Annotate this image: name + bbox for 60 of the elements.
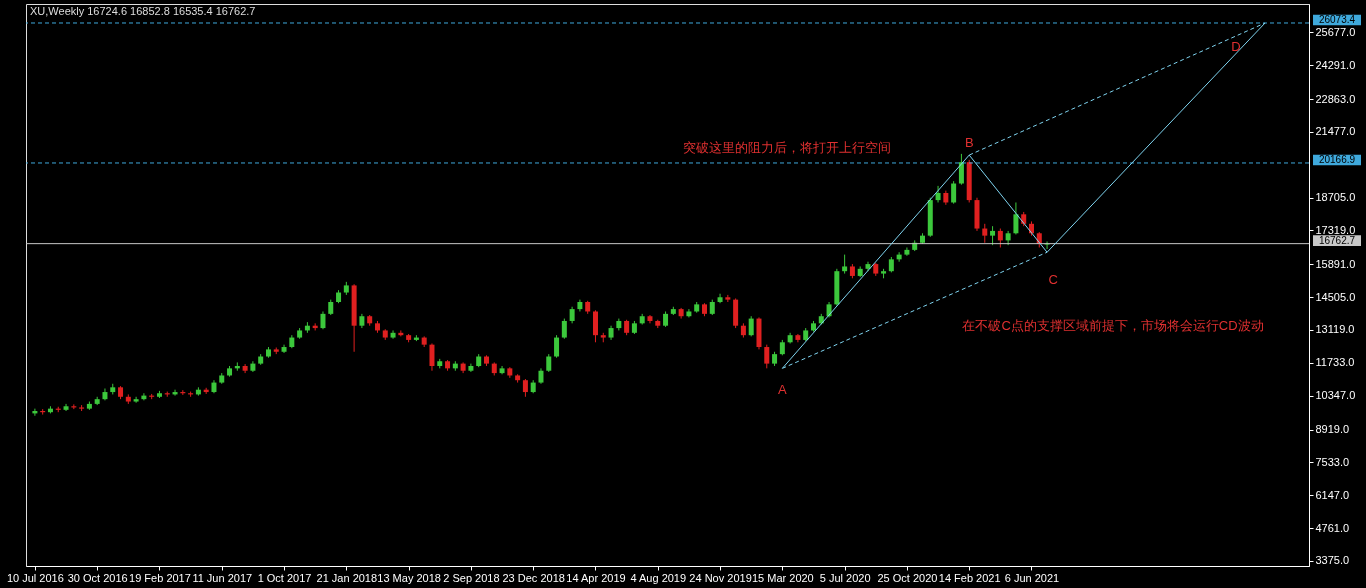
- annotation: D: [1231, 39, 1241, 54]
- candlestick: [561, 318, 567, 340]
- y-tick-label: 18705.0: [1315, 191, 1356, 204]
- x-tick-label: 13 May 2018: [377, 571, 441, 584]
- y-tick-label: 14505.0: [1315, 290, 1356, 303]
- x-tick-label: 25 Oct 2020: [877, 571, 938, 584]
- y-tick-label: 11733.0: [1315, 356, 1355, 369]
- y-tick-label: 21477.0: [1315, 125, 1356, 138]
- candlestick: [997, 228, 1003, 248]
- candlestick: [764, 344, 770, 369]
- candlestick: [951, 180, 957, 205]
- x-tick-label: 24 Nov 2019: [689, 571, 752, 584]
- annotation: 突破这里的阻力后，将打开上行空间: [683, 140, 891, 155]
- annotation: A: [778, 382, 788, 398]
- candlestick: [842, 254, 848, 275]
- candlestick: [1013, 201, 1019, 235]
- x-tick-label: 14 Feb 2021: [938, 571, 1001, 584]
- y-tick-label: 8919.0: [1315, 423, 1350, 436]
- x-tick-label: 23 Dec 2018: [502, 571, 565, 584]
- annotation: 在不破C点的支撑区域前提下，市场将会运行CD波动: [962, 318, 1264, 333]
- x-tick-label: 19 Feb 2017: [129, 571, 191, 584]
- x-tick-label: 6 Jun 2021: [1004, 571, 1060, 584]
- candlestick: [429, 342, 435, 372]
- y-tick-label: 17319.0: [1315, 223, 1356, 236]
- y-tick-label: 24291.0: [1315, 58, 1356, 71]
- x-tick-label: 11 Jun 2017: [192, 571, 253, 584]
- chart-title: XU,Weekly 16724.6 16852.8 16535.4 16762.7: [30, 5, 256, 17]
- candlestick: [990, 225, 996, 246]
- candlestick: [958, 153, 964, 186]
- y-tick-label: 15891.0: [1315, 257, 1356, 270]
- y-tick-label: 10347.0: [1315, 389, 1356, 402]
- y-tick-label: 25677.0: [1315, 25, 1356, 38]
- x-tick-label: 5 Jul 2020: [819, 571, 871, 584]
- x-tick-label: 10 Jul 2016: [6, 571, 64, 584]
- annotation: B: [964, 135, 974, 151]
- candlestick: [748, 315, 754, 337]
- ref-line-label: 26073.4: [1318, 14, 1356, 25]
- x-tick-label: 2 Sep 2018: [443, 571, 500, 584]
- y-tick-label: 3375.0: [1315, 554, 1350, 567]
- candlestick: [133, 396, 139, 404]
- candlestick: [904, 247, 910, 257]
- x-tick-label: 21 Jan 2018: [316, 571, 378, 584]
- candlestick: [982, 223, 988, 244]
- annotation: C: [1048, 272, 1058, 288]
- y-tick-label: 22863.0: [1315, 92, 1356, 105]
- x-tick-label: 15 Mar 2020: [751, 571, 814, 584]
- ref-line-label: 16762.7: [1318, 234, 1356, 246]
- candlestick: [592, 309, 598, 343]
- y-tick-label: 6147.0: [1315, 488, 1350, 501]
- x-tick-label: 1 Oct 2017: [257, 571, 312, 584]
- x-tick-label: 4 Aug 2019: [630, 571, 687, 584]
- x-tick-label: 30 Oct 2016: [67, 571, 128, 584]
- x-tick-label: 14 Apr 2019: [566, 571, 626, 584]
- y-tick-label: 13119.0: [1315, 323, 1355, 336]
- y-tick-label: 7533.0: [1315, 455, 1350, 468]
- candlestick: [1044, 241, 1050, 250]
- y-tick-label: 4761.0: [1315, 521, 1350, 534]
- candlestick: [554, 334, 560, 359]
- candlestick: [390, 329, 396, 340]
- ref-line-label: 20166.9: [1318, 153, 1356, 165]
